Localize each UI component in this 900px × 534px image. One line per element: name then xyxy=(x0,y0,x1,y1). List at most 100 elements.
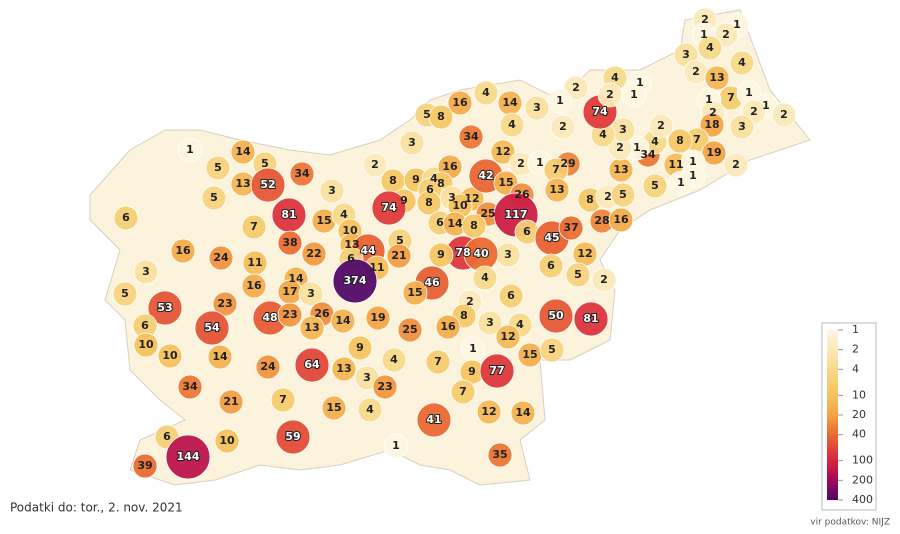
municipality-value: 1 xyxy=(689,169,697,182)
municipality xyxy=(591,267,617,293)
municipality-value: 3 xyxy=(682,48,690,61)
municipality-value: 2 xyxy=(616,141,624,154)
municipality xyxy=(208,245,234,271)
municipality xyxy=(547,88,573,114)
municipality-value: 1 xyxy=(469,342,477,355)
municipality-value: 15 xyxy=(407,286,422,299)
municipality-value: 6 xyxy=(122,211,130,224)
municipality xyxy=(524,95,550,121)
municipality-value: 7 xyxy=(459,385,467,398)
municipality xyxy=(490,139,516,165)
municipality-value: 4 xyxy=(738,56,746,69)
municipality-value: 35 xyxy=(492,448,507,461)
municipality xyxy=(704,65,730,91)
legend: 1 2 4 10 20 40 100 200 400 xyxy=(838,323,873,506)
municipality xyxy=(241,214,267,240)
municipality-value: 50 xyxy=(548,309,564,322)
municipality xyxy=(250,167,286,203)
municipality-value: 11 xyxy=(247,256,262,269)
municipality-value: 374 xyxy=(344,274,367,287)
municipality-value: 4 xyxy=(611,71,619,84)
municipality-value: 3 xyxy=(504,248,512,261)
municipality-value: 52 xyxy=(260,178,275,191)
data-date: Podatki do: tor., 2. nov. 2021 xyxy=(10,501,183,515)
municipality-value: 4 xyxy=(481,271,489,284)
municipality-value: 40 xyxy=(473,247,489,260)
municipality-value: 7 xyxy=(434,355,442,368)
municipality xyxy=(270,387,296,413)
municipality xyxy=(539,337,565,363)
municipality xyxy=(294,347,330,383)
municipality-value: 25 xyxy=(480,207,495,220)
municipality xyxy=(194,310,230,346)
municipality-value: 64 xyxy=(304,358,320,371)
municipality-value: 4 xyxy=(340,208,348,221)
municipality xyxy=(538,298,574,334)
municipality-value: 8 xyxy=(470,219,478,232)
municipality-value: 24 xyxy=(260,360,276,373)
municipality-value: 74 xyxy=(592,105,608,118)
municipality-value: 23 xyxy=(282,308,297,321)
municipality-value: 21 xyxy=(223,395,238,408)
municipality-value: 2 xyxy=(371,158,379,171)
municipality-value: 14 xyxy=(335,314,351,327)
municipality-value: 2 xyxy=(517,157,525,170)
municipality-value: 48 xyxy=(262,311,277,324)
municipality-value: 14 xyxy=(288,272,304,285)
municipality xyxy=(699,112,725,138)
municipality xyxy=(397,317,423,343)
municipality-value: 13 xyxy=(613,163,628,176)
municipality xyxy=(479,353,515,389)
municipality xyxy=(416,190,442,216)
municipality xyxy=(321,395,347,421)
municipality xyxy=(301,241,327,267)
municipality-value: 144 xyxy=(177,450,200,463)
municipality-value: 10 xyxy=(162,349,178,362)
municipality xyxy=(177,374,203,400)
municipality xyxy=(550,114,576,140)
municipality-value: 23 xyxy=(377,380,392,393)
municipality-value: 15 xyxy=(316,214,331,227)
municipality xyxy=(147,290,183,326)
municipality-value: 38 xyxy=(282,236,297,249)
municipality-value: 2 xyxy=(600,273,608,286)
municipality xyxy=(170,238,196,264)
municipality xyxy=(499,112,525,138)
municipality-value: 7 xyxy=(552,163,560,176)
municipality xyxy=(277,230,303,256)
municipality-value: 45 xyxy=(544,231,559,244)
municipality-value: 12 xyxy=(481,405,496,418)
municipality-value: 74 xyxy=(381,201,397,214)
legend-ramp xyxy=(827,330,838,500)
municipality-value: 5 xyxy=(651,179,659,192)
municipality-value: 3 xyxy=(486,316,494,329)
municipality xyxy=(218,389,244,415)
municipality xyxy=(133,259,159,285)
municipality-value: 2 xyxy=(701,13,709,26)
municipality-value: 14 xyxy=(502,96,518,109)
municipality-value: 5 xyxy=(210,191,218,204)
municipality xyxy=(165,434,211,480)
municipality-value: 3 xyxy=(363,371,371,384)
municipality xyxy=(558,215,584,241)
municipality xyxy=(538,253,564,279)
municipality-value: 6 xyxy=(523,225,531,238)
municipality-value: 16 xyxy=(175,244,191,257)
municipality-value: 59 xyxy=(285,430,300,443)
municipality xyxy=(330,308,356,334)
municipality-value: 1 xyxy=(689,155,697,168)
municipality-value: 3 xyxy=(533,101,541,114)
municipality xyxy=(668,170,694,196)
municipality xyxy=(289,161,315,187)
municipality-value: 54 xyxy=(204,321,220,334)
municipality-value: 34 xyxy=(294,167,310,180)
municipality-value: 3 xyxy=(142,265,150,278)
municipality-value: 2 xyxy=(692,65,700,78)
legend-label: 400 xyxy=(852,493,873,506)
legend-label: 200 xyxy=(852,473,873,486)
municipality-value: 42 xyxy=(478,169,493,182)
municipality-value: 14 xyxy=(447,217,463,230)
municipality xyxy=(362,152,388,178)
